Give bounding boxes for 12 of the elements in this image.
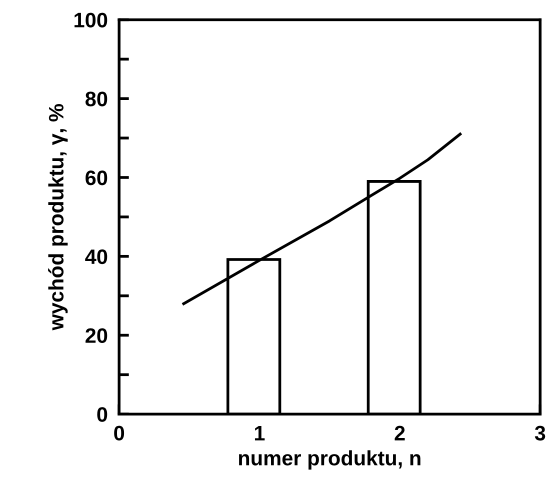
- x-axis-title: numer produktu, n: [239, 450, 420, 470]
- y-tick-label: 20: [86, 328, 108, 343]
- x-tick-label: 1: [254, 426, 265, 440]
- y-tick-label: 60: [86, 170, 108, 186]
- x-tick-label: 0: [114, 426, 124, 441]
- y-tick-label: 80: [85, 92, 108, 106]
- y-tick-label: 40: [85, 249, 108, 264]
- y-tick-label: 100: [74, 12, 108, 28]
- x-tick-label: 3: [534, 426, 546, 441]
- y-tick-label: 0: [97, 407, 108, 422]
- y-axis-title: wychód produktu, γ, %: [48, 104, 68, 330]
- x-tick-label: 2: [394, 426, 405, 440]
